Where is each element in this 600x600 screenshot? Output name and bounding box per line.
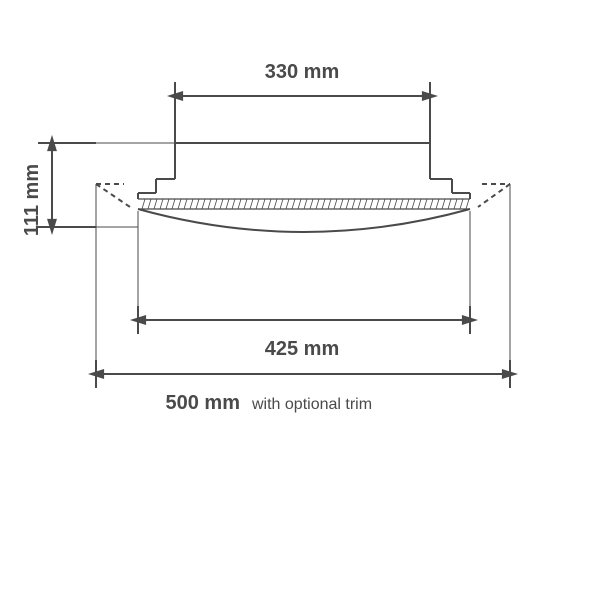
dim-outer-width-note: with optional trim [251, 396, 372, 413]
dimension-diagram: 330 mm 425 mm 500 mm with optional trim 111 … [0, 0, 600, 600]
dim-top-width: 330 mm [265, 61, 340, 83]
dim-outer-width: 500 mm [166, 392, 241, 414]
dim-mid-width: 425 mm [265, 338, 340, 360]
dim-height: 111 mm [21, 164, 43, 236]
